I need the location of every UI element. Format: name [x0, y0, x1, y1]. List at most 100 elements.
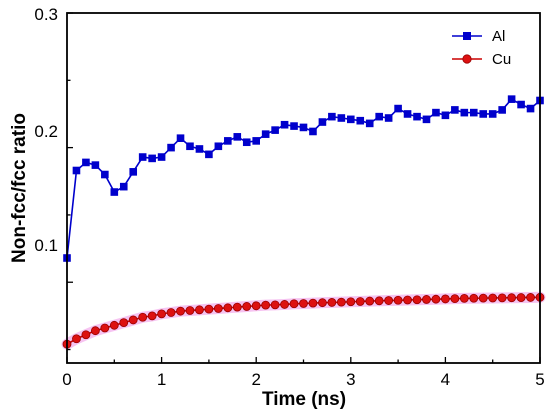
data-point-al	[498, 106, 506, 114]
data-point-cu	[365, 296, 375, 306]
data-point-al	[91, 161, 100, 169]
data-point-al	[328, 112, 336, 121]
data-point-al	[261, 130, 270, 138]
data-point-cu	[157, 309, 167, 319]
series-line-al	[66, 98, 541, 259]
data-point-al	[347, 115, 355, 124]
data-point-al	[309, 127, 317, 136]
tick-layer	[66, 12, 541, 363]
data-point-cu	[100, 323, 110, 333]
data-point-al	[479, 110, 488, 118]
data-point-cu	[128, 315, 138, 325]
data-point-al	[403, 110, 412, 118]
data-point-cu	[488, 293, 498, 303]
data-point-al	[148, 154, 156, 163]
data-point-cu	[355, 297, 365, 306]
data-point-cu	[346, 297, 356, 307]
data-point-cu	[242, 302, 252, 311]
data-point-al	[110, 188, 119, 196]
data-point-cu	[270, 300, 280, 310]
data-point-al	[337, 114, 346, 122]
data-point-al	[157, 153, 166, 161]
data-point-al	[507, 95, 516, 103]
data-point-cu	[223, 303, 233, 313]
legend: Al Cu	[452, 28, 511, 68]
data-point-cu	[516, 293, 526, 302]
y-tick-label: 0.2	[34, 122, 58, 141]
data-point-al	[138, 153, 147, 161]
data-point-cu	[459, 293, 469, 303]
data-point-cu	[147, 311, 157, 321]
data-point-cu	[403, 295, 412, 305]
data-point-cu	[422, 295, 431, 304]
y-axis-title: Non-fcc/fcc ratio	[9, 113, 30, 263]
data-point-cu	[478, 293, 488, 303]
legend-cu-marker	[462, 54, 472, 64]
data-point-cu	[185, 306, 195, 315]
data-point-cu	[526, 293, 535, 302]
legend-al-marker	[463, 32, 471, 40]
data-point-cu	[507, 293, 517, 303]
data-point-cu	[374, 296, 384, 306]
data-point-al	[167, 143, 175, 152]
data-point-cu	[497, 293, 507, 303]
data-point-cu	[119, 318, 129, 328]
data-point-al	[526, 104, 535, 113]
data-point-cu	[261, 300, 271, 310]
x-tick-label: 1	[157, 370, 166, 389]
data-point-cu	[393, 295, 403, 305]
data-point-al	[299, 123, 308, 132]
data-point-cu	[327, 298, 337, 307]
data-point-al	[517, 100, 525, 109]
data-point-al	[129, 168, 138, 176]
data-point-cu	[469, 293, 479, 303]
y-tick-label: 0.1	[34, 236, 58, 255]
data-point-cu	[204, 304, 214, 314]
data-point-cu	[384, 296, 394, 305]
data-point-al	[280, 120, 289, 129]
data-point-al	[290, 122, 298, 130]
data-point-al	[441, 111, 450, 120]
data-point-al	[176, 134, 185, 142]
y-tick-label: 0.3	[34, 5, 58, 24]
plot-frame	[66, 12, 541, 364]
data-point-al	[233, 133, 242, 141]
data-point-al	[101, 170, 109, 179]
data-point-cu	[336, 297, 346, 307]
data-point-al	[119, 182, 128, 191]
data-point-al	[460, 108, 469, 117]
legend-al-label: Al	[492, 28, 505, 45]
data-point-al	[205, 150, 213, 159]
data-point-cu	[412, 295, 422, 305]
data-point-al	[186, 142, 194, 151]
data-point-al	[72, 166, 81, 175]
data-point-al	[394, 104, 402, 113]
data-point-al	[384, 114, 393, 122]
data-point-al	[365, 119, 374, 128]
data-point-al	[413, 112, 421, 121]
data-point-cu	[308, 298, 318, 308]
data-point-al	[242, 138, 251, 147]
x-tick-label: 3	[346, 370, 355, 389]
data-point-al	[224, 137, 232, 145]
data-point-cu	[440, 294, 450, 304]
data-point-al	[318, 118, 327, 126]
data-point-cu	[251, 301, 261, 311]
data-point-cu	[299, 299, 308, 308]
data-point-al	[356, 116, 365, 125]
series-layer	[62, 95, 545, 349]
data-point-al	[422, 115, 431, 124]
data-point-cu	[109, 320, 119, 330]
x-axis-title: Time (ns)	[262, 389, 346, 410]
data-point-cu	[138, 312, 148, 322]
data-point-cu	[318, 298, 327, 308]
data-point-al	[432, 108, 440, 117]
data-point-al	[488, 110, 497, 118]
data-point-al	[469, 108, 478, 117]
data-point-cu	[176, 306, 185, 316]
data-point-cu	[431, 294, 441, 304]
data-point-cu	[166, 308, 176, 317]
x-tick-label: 4	[441, 370, 450, 389]
data-point-cu	[232, 302, 242, 312]
